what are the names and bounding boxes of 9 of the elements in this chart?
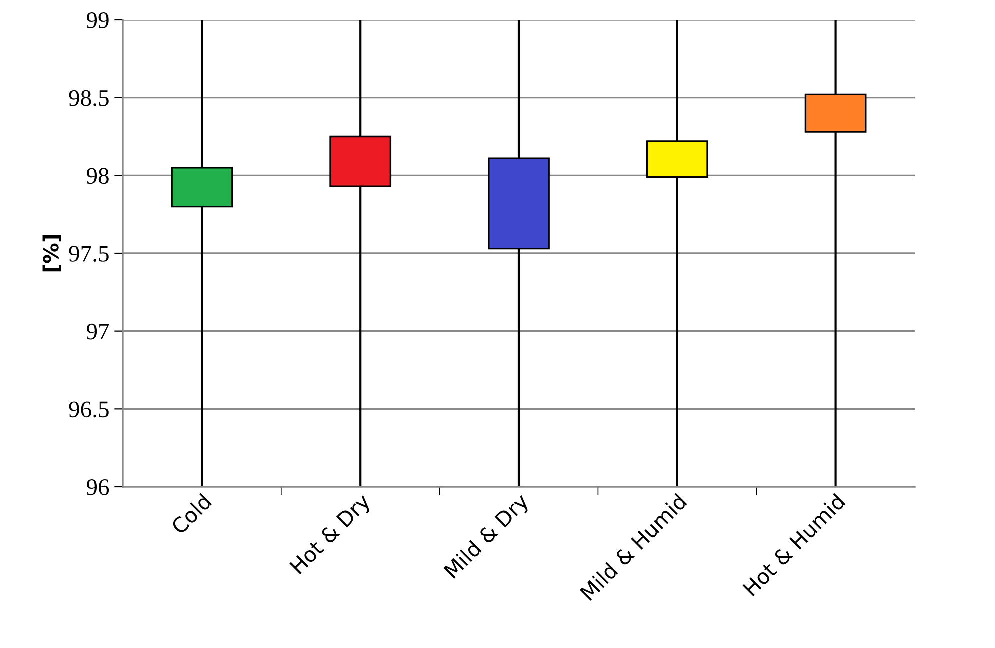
- y-tick-label: 98: [86, 168, 109, 184]
- y-tick-label: 96.5: [69, 402, 109, 418]
- y-tick-label: 97: [86, 324, 110, 340]
- y-tick-label: 96: [86, 480, 110, 496]
- y-tick-label: 98.5: [69, 90, 109, 106]
- y-tick-label: 99: [86, 12, 109, 28]
- y-axis-title: [%]: [42, 235, 62, 272]
- x-tick-label: Hot & Dry: [289, 492, 374, 578]
- y-tick-label: 97.5: [69, 246, 109, 262]
